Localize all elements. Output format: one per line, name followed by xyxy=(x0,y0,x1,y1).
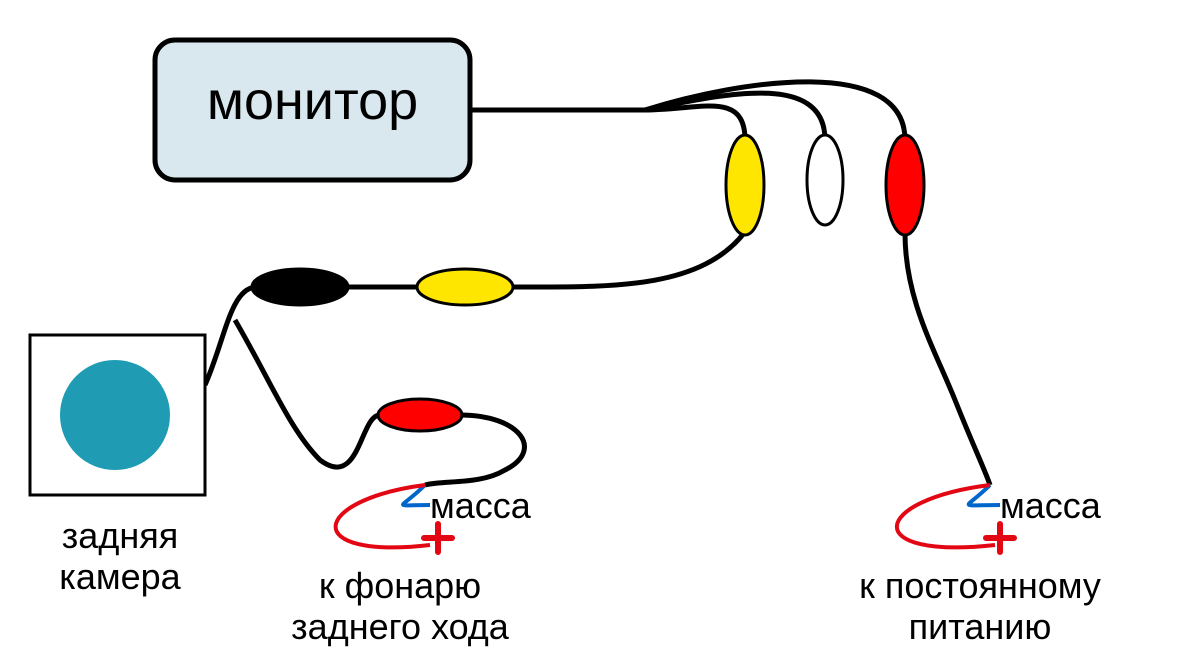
connector-mon_white xyxy=(807,135,843,225)
wire-camera-trunk xyxy=(205,287,255,385)
connector-cam_red xyxy=(378,399,462,431)
connector-mon_yellow xyxy=(726,135,764,235)
camera-lens xyxy=(60,360,170,470)
plus-sign-left xyxy=(424,524,452,552)
camera-label: задняя камера xyxy=(20,515,220,598)
ground-right-label: масса xyxy=(1000,485,1101,526)
connector-cam_black xyxy=(252,269,348,305)
ground-left-label: масса xyxy=(430,485,531,526)
connector-mon_red xyxy=(886,135,924,235)
plus-right-label: к постоянному питанию xyxy=(820,565,1140,648)
monitor-label: монитор xyxy=(155,70,470,132)
wire-monitor-to-red xyxy=(645,82,905,140)
wire-camera-to-red-conn xyxy=(235,320,380,467)
plus-sign-right xyxy=(986,524,1014,552)
wire-monitor-red-to-power-right xyxy=(905,233,990,485)
wire-monitor-to-yellow xyxy=(645,106,745,140)
connector-cam_yellow xyxy=(417,269,513,305)
wire-yellow-link xyxy=(513,232,745,287)
plus-left-label: к фонарю заднего хода xyxy=(250,565,550,648)
